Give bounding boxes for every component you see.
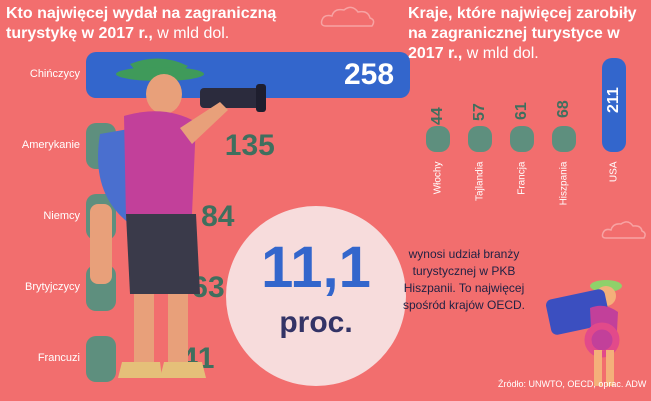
- vbar-value-label: 44: [429, 107, 446, 125]
- vbar-category-label: Francja: [516, 161, 528, 195]
- highlight-note: wynosi udział branży turystycznej w PKB …: [402, 247, 526, 312]
- vbar-bar: [426, 126, 450, 152]
- right-chart-title: Kraje, które najwięcej zarobiły na zagra…: [408, 4, 648, 64]
- hbar-category-label: Francuzi: [37, 352, 80, 364]
- source-note: Źródło: UNWTO, OECD, oprac. ADW: [498, 379, 647, 389]
- hbar-value-label: 258: [344, 58, 395, 91]
- vbar-category-label: Włochy: [432, 161, 444, 195]
- hbar-category-label: Brytyjczycy: [25, 281, 80, 293]
- vbar-category-label: Tajlandia: [474, 161, 486, 201]
- highlight-unit: proc.: [279, 306, 353, 339]
- tourist-illustration: [90, 58, 266, 378]
- left-chart-title: Kto najwięcej wydał na zagraniczną turys…: [6, 4, 296, 44]
- vbar-value-label: 211: [605, 87, 622, 113]
- left-title-unit: w mld dol.: [152, 25, 230, 42]
- cloud-icon: [320, 6, 375, 27]
- hbar-bar: [86, 336, 116, 382]
- right-title-bold: Kraje, które najwięcej zarobiły na zagra…: [408, 5, 637, 62]
- vbar-value-label: 57: [471, 103, 488, 122]
- vbar-bar: [552, 126, 576, 152]
- cloud-icon: [601, 221, 646, 239]
- hbar-value-label: 135: [224, 129, 275, 162]
- vbar-value-label: 61: [513, 102, 530, 120]
- vbar-bar: [510, 126, 534, 152]
- vbar-category-label: Hiszpania: [558, 161, 570, 206]
- hbar-category-label: Niemcy: [43, 210, 80, 222]
- vbar-category-label: USA: [608, 161, 620, 183]
- beach-figure-illustration: [546, 280, 622, 386]
- vbar-value-label: 68: [555, 100, 572, 118]
- hbar-value-label: 84: [201, 200, 235, 233]
- left-title-bold: Kto najwięcej wydał na zagraniczną turys…: [6, 5, 277, 42]
- hbar-category-label: Chińczycy: [29, 68, 80, 80]
- highlight-circle: [226, 206, 406, 386]
- vbar-bar: [602, 58, 626, 152]
- right-title-unit: w mld dol.: [462, 45, 539, 62]
- vbar-bar: [468, 126, 492, 152]
- highlight-value: 11,1: [261, 235, 371, 300]
- hbar-category-label: Amerykanie: [21, 139, 80, 151]
